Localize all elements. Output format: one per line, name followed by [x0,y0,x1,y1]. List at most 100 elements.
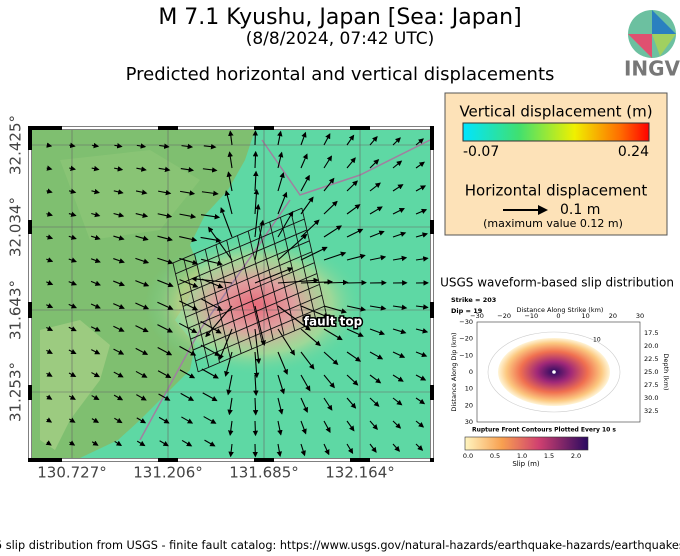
displacement-arrow [369,230,385,238]
displacement-arrow [179,369,196,379]
displacement-arrow [179,279,199,288]
displacement-arrow [90,303,101,309]
displacement-arrow [90,280,101,286]
dip: Dip = 19 [451,307,483,315]
displacement-arrow [392,304,408,311]
logo: INGV [624,10,680,81]
displacement-arrow [346,204,361,215]
displacement-arrow [227,151,233,169]
displacement-arrow [300,374,311,392]
colorbar-tick-label: 1.5 [544,452,554,460]
displacement-arrow [323,305,347,314]
displacement-arrow [228,443,234,458]
displacement-arrow [392,231,407,238]
displacement-arrow [224,351,233,377]
displacement-arrow [277,191,288,215]
colorbar-max: 0.24 [618,144,649,160]
max-note: (maximum value 0.12 m) [483,217,623,230]
displacement-arrow [300,305,330,319]
displacement-arrow [180,166,195,173]
displacement-arrow [46,394,53,400]
x-tick-label: −10 [524,312,538,320]
y-tick-label: 10 [465,385,473,393]
displacement-arrow [68,394,76,400]
displacement-arrow [346,134,355,146]
displacement-arrow [346,397,357,409]
displacement-arrow [135,235,149,241]
displacement-arrow [46,371,53,377]
displacement-arrow [178,322,198,333]
displacement-arrow [157,370,172,378]
displacement-arrow [181,143,194,150]
fault-grid [177,229,308,286]
lat-label: 31.253° [7,362,25,422]
displacement-arrow [369,206,383,215]
displacement-arrow [392,328,407,335]
displacement-arrow [179,213,197,219]
displacement-arrow [323,374,335,389]
displacement-arrow [369,305,387,311]
colorbar-label: Slip (m) [512,460,540,468]
displacement-arrow [205,305,233,338]
displacement-arrow [323,420,331,434]
displacement-arrow [369,255,387,261]
displacement-arrow [135,257,150,264]
displacement-arrow [90,326,101,332]
y-label: Distance Along Dip (km) [450,332,458,411]
displacement-arrow [253,170,259,192]
displacement-arrow [300,420,307,435]
displacement-arrow [392,137,401,146]
displacement-arrow [224,190,233,215]
colorbar-tick-label: 0.0 [463,452,473,460]
depth-tick-label: 22.5 [644,355,658,363]
displacement-arrow [300,174,310,192]
displacement-arrow [200,320,222,334]
displacement-arrow [415,420,425,428]
displacement-arrow [46,211,53,217]
displacement-arrow [113,348,125,355]
y-tick-label: −20 [459,335,473,343]
displacement-arrow [369,420,378,431]
displacement-arrow [135,325,149,333]
depth-tick-label: 30.0 [644,394,658,402]
displacement-arrow [226,171,233,192]
displacement-arrow [220,207,233,238]
displacement-arrow [254,203,261,238]
displacement-arrow [68,326,77,332]
displacement-arrow [300,153,308,169]
lon-label: 131.206° [133,464,203,482]
displacement-arrow [68,234,77,240]
lat-label: 31.643° [7,280,25,340]
displacement-arrow [200,344,221,356]
displacement-arrow [252,420,259,437]
displacement-arrow [136,394,147,401]
displacement-arrow [415,397,426,405]
displacement-arrow [218,328,233,361]
displacement-arrow [277,305,311,331]
displacement-arrow [369,328,386,336]
displacement-arrow [254,305,266,346]
displacement-arrow [180,392,195,401]
displacement-arrow [179,236,198,243]
displacement-arrow [113,258,125,264]
displacement-arrow [191,276,233,284]
displacement-arrow [369,351,384,360]
displacement-arrow [300,328,321,347]
displacement-arrow [91,440,99,446]
displacement-arrow [91,165,100,172]
displacement-arrow [415,328,429,334]
lat-label: 32.425° [7,115,25,175]
displacement-arrow [277,210,294,238]
displacement-arrow [136,166,147,172]
depth-label: Depth (km) [662,353,670,390]
displacement-arrow [369,443,377,453]
displacement-arrow [277,420,283,436]
displacement-arrow [202,167,218,173]
displacement-arrow [69,440,76,446]
displacement-arrow [415,185,427,192]
displacement-arrow [253,351,260,379]
depth-tick-label: 32.5 [644,407,658,415]
displacement-arrow [346,328,364,337]
displacement-arrow [277,233,308,261]
fault-grid [172,207,302,264]
